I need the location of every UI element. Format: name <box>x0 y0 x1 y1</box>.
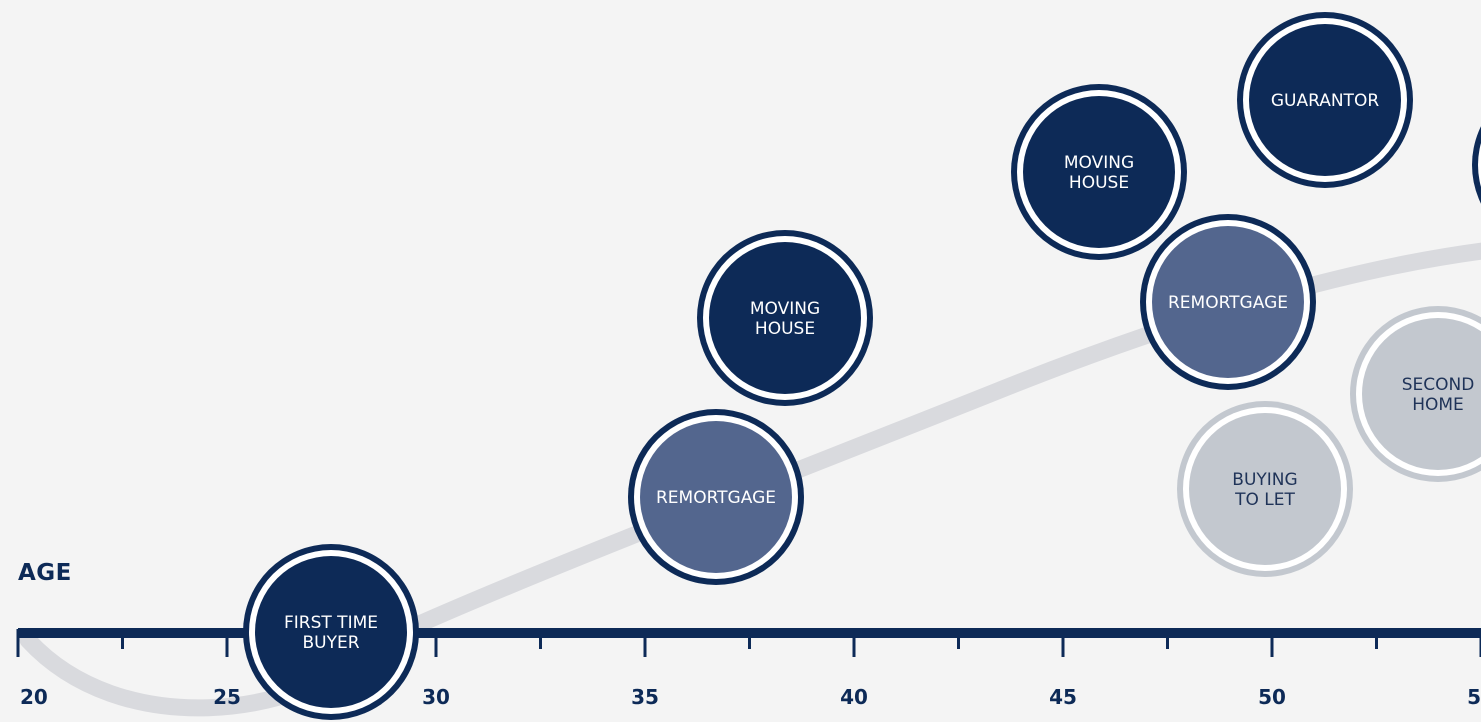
bubble-fill <box>1152 226 1304 378</box>
axis-tick-label: 20 <box>20 685 48 709</box>
bubble-gap <box>1478 143 1481 187</box>
axis-tick <box>1375 629 1378 649</box>
axis-tick <box>643 629 647 657</box>
bubble-label: SECOND <box>1402 375 1475 395</box>
axis-tick <box>121 629 124 649</box>
bubble-fill <box>709 242 861 394</box>
bubble-fill <box>1362 318 1481 470</box>
axis-tick-label: 40 <box>840 685 868 709</box>
axis-tick <box>1061 629 1065 657</box>
bubble-label: HOUSE <box>1069 173 1129 193</box>
bubble-label: MOVING <box>1064 153 1134 173</box>
axis-tick <box>225 629 229 657</box>
bubble-remortgage-1: REMORTGAGE <box>628 409 804 585</box>
bubble-ring <box>1472 126 1481 204</box>
bubble-fill <box>1023 96 1175 248</box>
bubble-label: GUARANTOR <box>1271 91 1379 111</box>
axis-tick-label: 55 <box>1467 685 1481 709</box>
axis-tick-label: 35 <box>631 685 659 709</box>
bubble-label: REMORTGAGE <box>656 488 776 508</box>
axis-tick <box>748 629 751 649</box>
axis-tick-label: 45 <box>1049 685 1077 709</box>
axis-tick <box>852 629 856 657</box>
bubble-fill <box>255 556 407 708</box>
bubble-fill <box>1189 413 1341 565</box>
bubble-remortgage-2: REMORTGAGE <box>1140 214 1316 390</box>
axis-tick-label: 30 <box>422 685 450 709</box>
bubble-label: TO LET <box>1234 490 1295 510</box>
axis-tick <box>1270 629 1274 657</box>
axis-tick <box>434 629 438 657</box>
axis-tick-label: 50 <box>1258 685 1286 709</box>
bubble-label: HOUSE <box>755 319 815 339</box>
axis-tick <box>539 629 542 649</box>
axis-tick-label: 25 <box>213 685 241 709</box>
axis-tick <box>957 629 960 649</box>
bubble-partial-top-right <box>1472 126 1481 204</box>
bubble-fill <box>1249 24 1401 176</box>
bubble-guarantor: GUARANTOR <box>1237 12 1413 188</box>
bubble-label: HOME <box>1412 395 1464 415</box>
bubbles: FIRST TIMEBUYERREMORTGAGEMOVINGHOUSEMOVI… <box>243 12 1481 720</box>
bubble-label: REMORTGAGE <box>1168 293 1288 313</box>
bubble-fill <box>640 421 792 573</box>
age-axis: 20 25 30 35 40 45 50 55 <box>16 628 1481 709</box>
bubble-label: BUYER <box>302 633 359 653</box>
bubble-label: MOVING <box>750 299 820 319</box>
axis-tick <box>16 629 20 657</box>
axis-title: AGE <box>18 560 72 586</box>
axis-tick <box>1479 629 1481 657</box>
bubble-label: FIRST TIME <box>284 613 378 633</box>
axis-tick <box>1166 629 1169 649</box>
bubble-label: BUYING <box>1232 470 1297 490</box>
